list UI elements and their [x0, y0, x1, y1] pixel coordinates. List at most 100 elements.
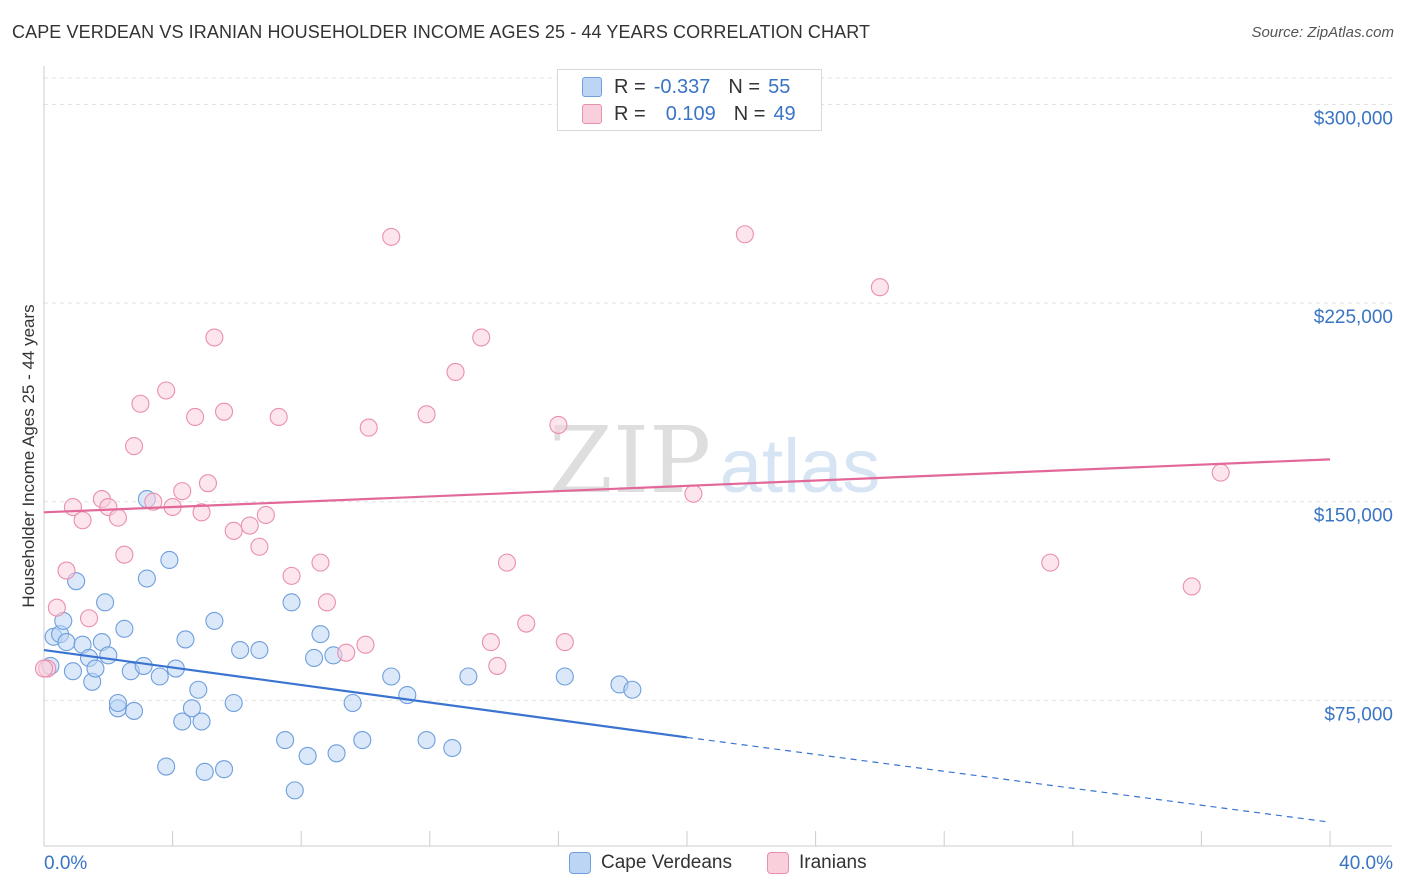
legend-r-value: -0.337 [653, 75, 711, 98]
x-tick-label-end: 40.0% [1339, 853, 1393, 874]
point-1-17 [192, 503, 211, 522]
point-1-1 [47, 598, 66, 617]
trend-line-1 [43, 458, 1331, 514]
point-0-54 [623, 680, 642, 699]
legend-n-value: 55 [768, 75, 791, 98]
point-1-2 [57, 561, 76, 580]
point-1-21 [224, 521, 243, 540]
point-1-32 [382, 227, 401, 246]
point-1-20 [214, 402, 234, 421]
legend-swatch-cape-verdeans [569, 852, 591, 874]
point-0-31 [195, 762, 214, 781]
series-iranians [34, 225, 1230, 678]
point-0-33 [214, 760, 234, 779]
point-0-49 [417, 731, 436, 750]
legend-item-iranians[interactable]: Iranians [767, 852, 867, 874]
point-0-5 [63, 662, 82, 681]
point-1-34 [446, 362, 465, 382]
point-0-34 [224, 693, 243, 713]
trend-line-dashed-0 [686, 736, 1331, 823]
legend-item-cape-verdeans[interactable]: Cape Verdeans [569, 852, 732, 874]
legend-r-value: 0.109 [665, 102, 716, 125]
legend-r-label: R = [614, 102, 646, 125]
point-1-12 [144, 492, 163, 511]
point-1-5 [79, 609, 99, 628]
legend-label-cape-verdeans: Cape Verdeans [601, 852, 732, 873]
gridlines [44, 77, 1392, 701]
point-0-27 [176, 630, 195, 649]
point-1-31 [359, 418, 378, 437]
legend-swatch-cape-verdeans [582, 77, 602, 97]
point-0-13 [99, 646, 118, 665]
point-1-35 [472, 328, 491, 347]
point-1-39 [517, 614, 536, 633]
point-1-38 [497, 553, 517, 572]
point-1-37 [488, 656, 507, 675]
point-1-22 [240, 516, 259, 535]
point-1-45 [1041, 553, 1060, 572]
point-1-8 [108, 508, 127, 527]
legend-swatch-iranians [767, 852, 789, 874]
legend-label-iranians: Iranians [799, 852, 867, 873]
point-1-26 [282, 566, 301, 585]
point-0-52 [555, 667, 574, 686]
point-0-46 [353, 731, 372, 750]
point-0-32 [205, 611, 224, 630]
point-1-44 [870, 278, 889, 297]
point-0-28 [182, 699, 201, 718]
point-0-50 [443, 738, 462, 758]
point-1-23 [250, 537, 269, 556]
correlation-legend: R = -0.337 N = 55 R = 0.109 N = 49 [557, 69, 822, 131]
point-1-30 [356, 635, 375, 654]
point-1-13 [157, 381, 176, 400]
point-1-16 [186, 407, 205, 427]
trend-lines [43, 458, 1331, 823]
y-tick-label-2: $225,000 [1314, 307, 1393, 328]
point-0-16 [115, 619, 134, 638]
point-1-9 [115, 545, 134, 564]
y-tick-label-0: $75,000 [1324, 704, 1393, 725]
point-0-35 [231, 640, 250, 660]
legend-row-cape-verdeans: R = -0.337 N = 55 [582, 75, 790, 99]
point-1-41 [555, 633, 574, 652]
point-0-40 [298, 746, 317, 766]
legend-swatch-iranians [582, 104, 602, 124]
point-0-36 [250, 640, 269, 660]
y-tick-label-1: $150,000 [1314, 506, 1393, 527]
legend-n-label: N = [733, 102, 766, 125]
point-1-19 [205, 328, 224, 347]
point-0-18 [124, 701, 144, 720]
point-1-25 [269, 407, 288, 427]
point-0-45 [343, 693, 362, 713]
series-cape-verdeans [41, 490, 642, 800]
point-0-47 [382, 667, 401, 686]
watermark-atlas: atlas [720, 424, 881, 509]
point-0-29 [189, 680, 208, 699]
point-1-36 [481, 633, 500, 652]
point-1-42 [684, 484, 703, 503]
x-tick-labels: 0.0% 40.0% [44, 853, 1393, 874]
legend-r-label: R = [614, 75, 646, 98]
y-tick-label-3: $300,000 [1314, 108, 1393, 129]
legend-row-iranians: R = 0.109 N = 49 [582, 102, 796, 126]
point-0-15 [108, 693, 127, 713]
point-0-37 [276, 731, 295, 750]
axes [43, 66, 1392, 847]
legend-n-value: 49 [773, 102, 796, 125]
point-0-24 [160, 550, 179, 570]
point-0-10 [86, 659, 105, 678]
point-1-29 [337, 643, 356, 662]
point-0-20 [137, 569, 156, 588]
point-0-44 [327, 744, 346, 763]
point-1-15 [173, 482, 192, 501]
point-0-26 [173, 712, 192, 731]
point-1-43 [735, 225, 754, 244]
point-1-46 [1182, 577, 1201, 596]
point-0-22 [150, 667, 169, 686]
point-0-19 [134, 656, 153, 675]
point-0-12 [96, 593, 115, 612]
point-1-10 [124, 437, 144, 456]
watermark-zip: ZIP [549, 407, 711, 514]
point-1-33 [417, 405, 436, 424]
